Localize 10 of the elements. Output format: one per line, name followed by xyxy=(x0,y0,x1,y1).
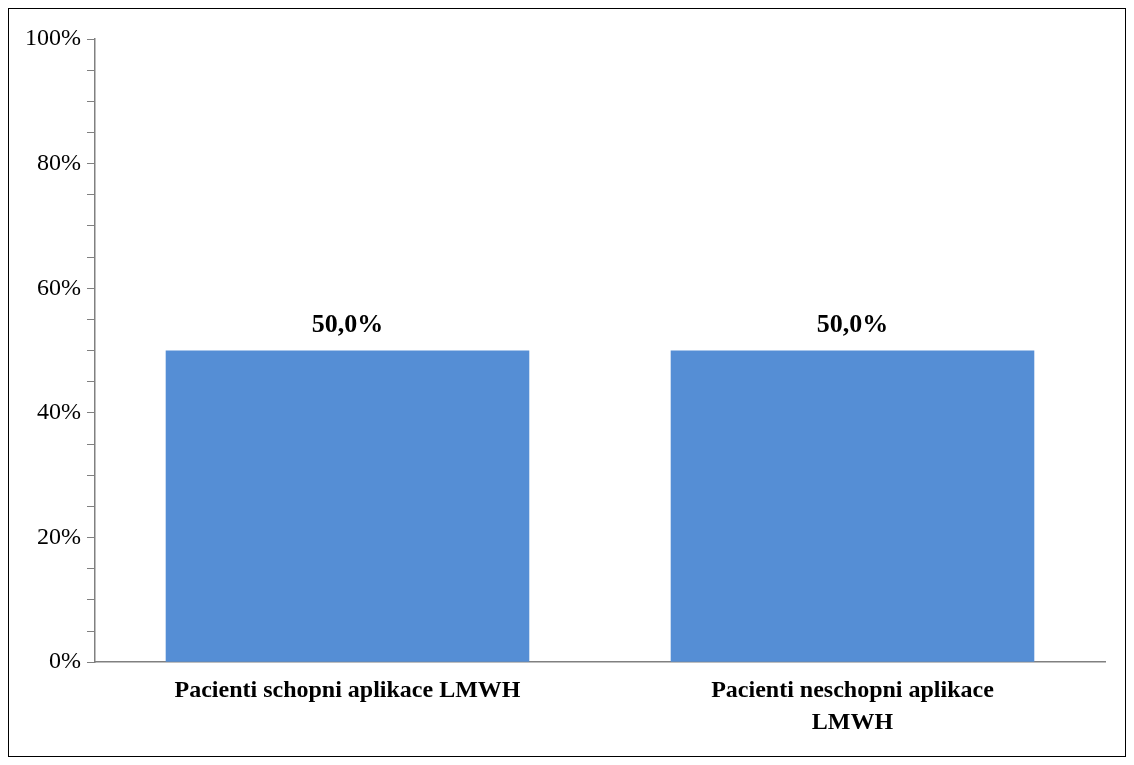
y-tick-label: 0% xyxy=(48,647,81,674)
x-tick-label: Pacienti neschopni aplikace LMWH xyxy=(711,675,995,734)
y-tick-label: 100% xyxy=(24,24,81,51)
data-label: 50,0% xyxy=(816,309,889,339)
data-label: 50,0% xyxy=(311,309,384,339)
x-tick-label: Pacienti schopni aplikace LMWH xyxy=(174,675,521,702)
y-tick-label: 60% xyxy=(36,273,81,300)
y-tick-label: 40% xyxy=(36,398,81,425)
y-tick-label: 20% xyxy=(36,522,81,549)
y-tick-label: 80% xyxy=(36,148,81,175)
